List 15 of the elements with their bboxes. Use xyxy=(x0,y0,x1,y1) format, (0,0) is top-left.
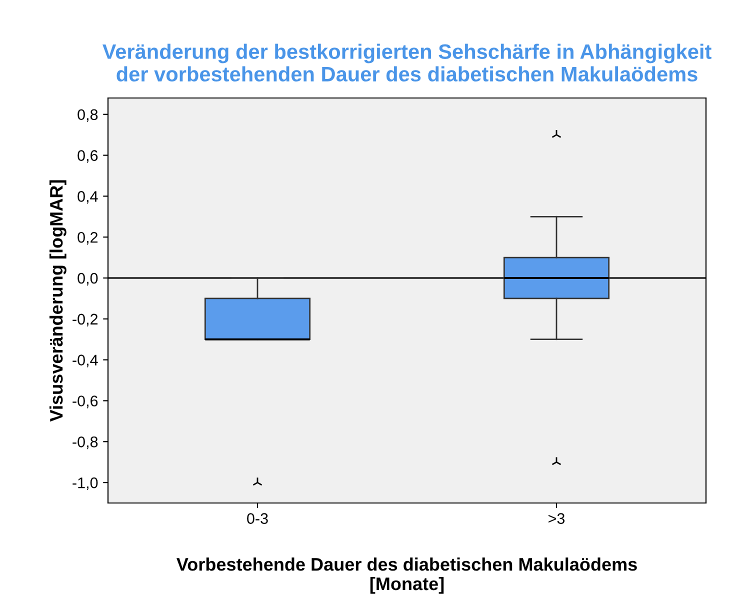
y-tick-label: -0,8 xyxy=(72,436,98,450)
y-axis-title: Visusveränderung [logMAR] xyxy=(49,180,66,422)
chart-title: Veränderung der bestkorrigierten Sehschärfe in Abhängigkeit der vorbestehenden Dauer des diabetischen Makulaödems xyxy=(102,44,712,82)
y-tick-label: -0,6 xyxy=(72,396,98,408)
y-tick-label: 0,2 xyxy=(78,232,98,245)
y-tick-label: -0,2 xyxy=(72,314,98,326)
x-tick-label: >3 xyxy=(548,513,565,524)
y-tick-label: 0,8 xyxy=(78,109,98,122)
y-tick-label: -1,0 xyxy=(72,477,98,490)
y-tick-label: 0,6 xyxy=(78,150,98,163)
y-tick-label: 0,0 xyxy=(78,272,98,286)
x-axis-title: Vorbestehende Dauer des diabetischen Makulaödems [Monate] xyxy=(176,558,637,594)
y-tick-label: 0,4 xyxy=(78,191,98,204)
y-tick-label: -0,4 xyxy=(72,354,98,368)
x-tick-label: 0-3 xyxy=(247,513,268,524)
